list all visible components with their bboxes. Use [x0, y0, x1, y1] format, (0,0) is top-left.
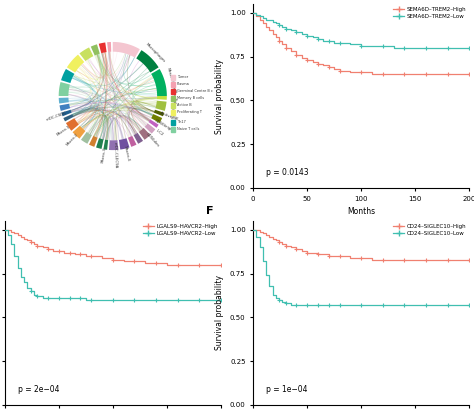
- Text: F: F: [206, 206, 213, 216]
- Text: Plasma: Plasma: [177, 82, 190, 86]
- Polygon shape: [139, 128, 150, 140]
- Text: Pancreas: Pancreas: [171, 89, 175, 107]
- Text: Active NK: Active NK: [159, 111, 178, 121]
- Polygon shape: [64, 114, 73, 121]
- Text: p = 1e−04: p = 1e−04: [266, 385, 308, 394]
- Polygon shape: [61, 69, 74, 83]
- Polygon shape: [61, 110, 72, 116]
- Y-axis label: Survival probability: Survival probability: [215, 276, 224, 351]
- Polygon shape: [128, 136, 137, 147]
- Polygon shape: [134, 133, 143, 144]
- Polygon shape: [103, 140, 108, 150]
- Polygon shape: [81, 132, 92, 144]
- Bar: [171, 89, 175, 94]
- Polygon shape: [80, 47, 93, 61]
- Polygon shape: [73, 126, 85, 139]
- Polygon shape: [96, 138, 103, 149]
- Bar: [171, 127, 175, 132]
- Text: mDC-CLEC9A: mDC-CLEC9A: [112, 142, 117, 169]
- Legend: CD24–SIGLEC10–High, CD24–SIGLEC10–Low: CD24–SIGLEC10–High, CD24–SIGLEC10–Low: [392, 224, 466, 236]
- Text: Mesenchymal: Mesenchymal: [166, 67, 177, 94]
- Polygon shape: [157, 96, 167, 100]
- Text: CD56dim: CD56dim: [145, 132, 160, 148]
- Polygon shape: [109, 140, 118, 150]
- Text: Eukaryotes: Eukaryotes: [168, 97, 176, 119]
- Text: Memory B cells: Memory B cells: [177, 96, 204, 100]
- Text: Macrophages: Macrophages: [145, 43, 166, 64]
- Polygon shape: [149, 119, 159, 128]
- Polygon shape: [151, 114, 162, 123]
- Polygon shape: [107, 42, 111, 52]
- X-axis label: Months: Months: [347, 207, 375, 216]
- Polygon shape: [59, 82, 70, 96]
- Text: Active B: Active B: [177, 103, 192, 107]
- Bar: [171, 103, 175, 108]
- Polygon shape: [89, 136, 98, 147]
- Polygon shape: [119, 138, 129, 150]
- Polygon shape: [60, 104, 70, 111]
- Polygon shape: [154, 110, 164, 116]
- Text: CD56bright: CD56bright: [154, 119, 175, 133]
- Legend: LGALS9–HAVCR2–High, LGALS9–HAVCR2–Low: LGALS9–HAVCR2–High, LGALS9–HAVCR2–Low: [142, 224, 218, 236]
- Polygon shape: [91, 44, 100, 56]
- Text: Proliferating T: Proliferating T: [177, 110, 202, 114]
- Polygon shape: [67, 54, 84, 72]
- Bar: [171, 75, 175, 80]
- Bar: [171, 110, 175, 115]
- Polygon shape: [113, 42, 140, 58]
- Bar: [171, 96, 175, 101]
- Text: Macro-2: Macro-2: [65, 133, 79, 147]
- Text: p = 0.0143: p = 0.0143: [266, 168, 309, 177]
- Polygon shape: [145, 124, 155, 134]
- Bar: [171, 120, 175, 125]
- Text: Tumor: Tumor: [177, 75, 188, 79]
- Text: ILC2: ILC2: [155, 128, 164, 137]
- Polygon shape: [136, 50, 159, 72]
- Text: Macro-3: Macro-3: [100, 146, 107, 163]
- Y-axis label: Survival probability: Survival probability: [215, 58, 224, 133]
- Text: mDC-CSDC: mDC-CSDC: [46, 111, 68, 122]
- Bar: [171, 82, 175, 87]
- Polygon shape: [151, 69, 167, 96]
- Legend: SEMA6D–TREM2–High, SEMA6D–TREM2–Low: SEMA6D–TREM2–High, SEMA6D–TREM2–Low: [392, 7, 466, 19]
- Text: Naive T cells: Naive T cells: [177, 127, 200, 131]
- Text: Th17: Th17: [177, 120, 186, 124]
- Polygon shape: [66, 118, 79, 131]
- Polygon shape: [155, 101, 166, 111]
- Text: p = 2e−04: p = 2e−04: [18, 385, 59, 394]
- Text: Germinal Centre B c: Germinal Centre B c: [177, 89, 213, 93]
- Polygon shape: [99, 43, 107, 53]
- Text: Macro-1: Macro-1: [56, 124, 72, 136]
- Text: Macro-4: Macro-4: [122, 146, 130, 162]
- Polygon shape: [59, 98, 69, 103]
